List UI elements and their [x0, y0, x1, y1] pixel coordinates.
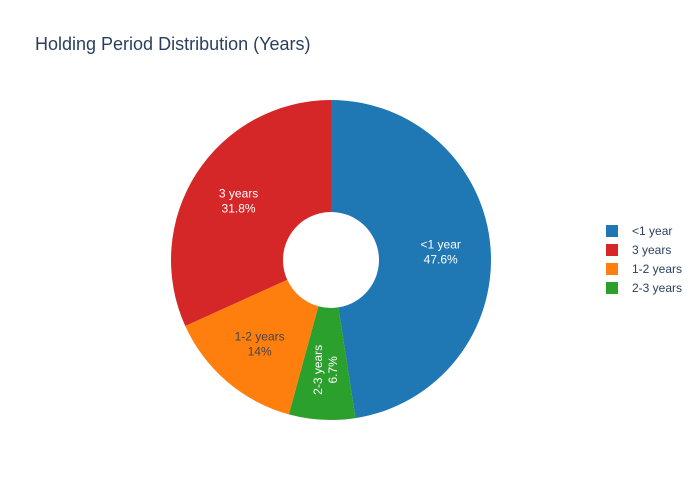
slice-label-lt1-year: <1 year 47.6%: [420, 238, 460, 267]
legend-swatch-3-years: [606, 244, 618, 256]
legend-swatch-lt1-year: [606, 225, 618, 237]
slice-1-2-years: [185, 279, 319, 415]
legend-label-1-2-years: 1-2 years: [632, 262, 682, 276]
chart-title: Holding Period Distribution (Years): [35, 34, 310, 54]
legend-label-3-years: 3 years: [632, 243, 671, 257]
slice-label-2-3-years: 2-3 years6.7%: [311, 345, 340, 395]
legend-swatch-2-3-years: [606, 282, 618, 294]
slice-labels: <1 year 47.6% 2-3 years6.7% 1-2 years 14% 3 y…: [219, 186, 461, 394]
pie-slices: [170, 100, 491, 420]
legend: <1 year 3 years 1-2 years 2-3 years: [606, 224, 682, 295]
legend-label-2-3-years: 2-3 years: [632, 281, 682, 295]
slice-lt1-year: [331, 100, 491, 419]
slice-2-3-years: [288, 306, 356, 420]
legend-item-3-years[interactable]: 3 years: [606, 243, 671, 257]
legend-item-1-2-years[interactable]: 1-2 years: [606, 262, 682, 276]
slice-label-3-years: 3 years 31.8%: [219, 186, 258, 215]
legend-item-2-3-years[interactable]: 2-3 years: [606, 281, 682, 295]
legend-swatch-1-2-years: [606, 263, 618, 275]
legend-label-lt1-year: <1 year: [632, 224, 672, 238]
slice-label-1-2-years: 1-2 years 14%: [235, 330, 285, 359]
legend-item-lt1-year[interactable]: <1 year: [606, 224, 672, 238]
slice-3-years: [170, 100, 331, 327]
